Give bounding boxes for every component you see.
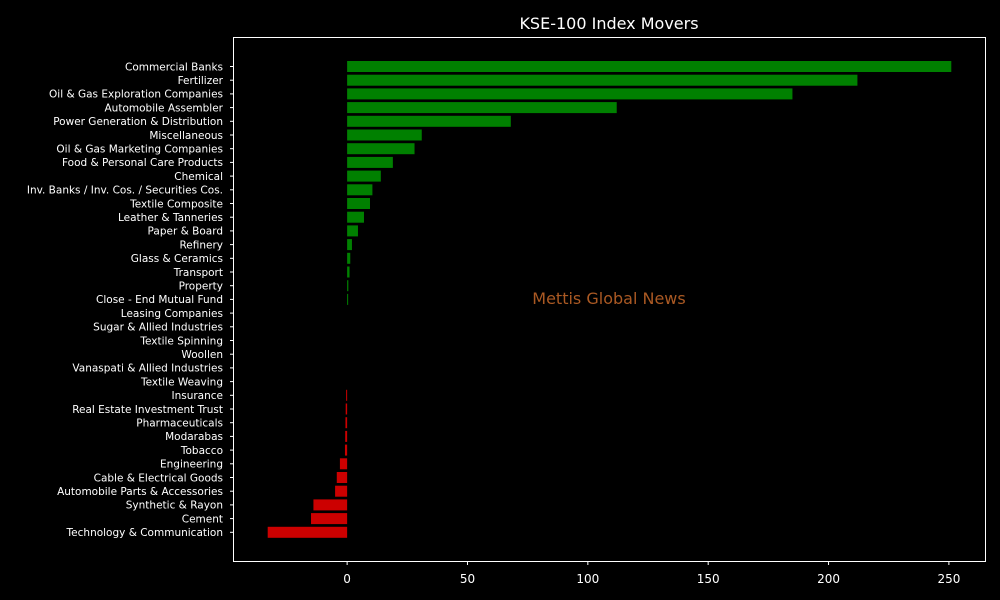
category-label: Fertilizer xyxy=(178,75,224,87)
x-tick-label: 250 xyxy=(937,572,960,586)
category-label: Automobile Assembler xyxy=(105,102,224,114)
x-tick-label: 0 xyxy=(343,572,351,586)
category-label: Refinery xyxy=(179,239,223,251)
bar xyxy=(347,211,364,223)
bar xyxy=(347,293,349,305)
category-label: Vanaspati & Allied Industries xyxy=(72,363,223,375)
category-labels: Commercial Banks Fertilizer Oil & Gas Expl… xyxy=(27,61,234,539)
category-label: Modarabas xyxy=(165,431,223,443)
bar xyxy=(347,252,351,264)
category-label: Cable & Electrical Goods xyxy=(94,472,223,484)
bar xyxy=(335,485,348,497)
watermark: Mettis Global News xyxy=(532,289,685,308)
bar xyxy=(313,499,348,511)
bar xyxy=(339,458,348,470)
category-label: Insurance xyxy=(171,390,223,402)
bar xyxy=(347,225,358,237)
category-label: Synthetic & Rayon xyxy=(126,500,223,512)
category-label: Food & Personal Care Products xyxy=(62,157,223,169)
category-label: Transport xyxy=(173,267,223,279)
category-label: Power Generation & Distribution xyxy=(53,116,223,128)
bar xyxy=(347,115,511,127)
bar xyxy=(347,74,858,86)
bar xyxy=(347,61,952,72)
bar xyxy=(347,184,373,196)
bar xyxy=(347,143,415,155)
x-tick-label: 200 xyxy=(817,572,840,586)
category-label: Textile Composite xyxy=(129,198,223,210)
category-label: Tobacco xyxy=(180,445,223,457)
category-label: Cement xyxy=(182,513,223,525)
category-label: Woollen xyxy=(181,349,223,361)
bar xyxy=(344,444,348,456)
bar xyxy=(347,156,393,168)
category-label: Technology & Communication xyxy=(66,527,223,539)
category-label: Miscellaneous xyxy=(149,130,223,142)
bar xyxy=(345,417,348,429)
x-tick-label: 100 xyxy=(576,572,599,586)
category-label: Commercial Banks xyxy=(125,61,223,73)
category-label: Automobile Parts & Accessories xyxy=(57,486,223,498)
bar xyxy=(267,526,348,538)
category-label: Property xyxy=(179,281,223,293)
category-label: Paper & Board xyxy=(148,226,223,238)
category-label: Oil & Gas Marketing Companies xyxy=(56,144,223,156)
bar xyxy=(336,472,348,483)
bar xyxy=(347,266,350,278)
bars-group xyxy=(267,61,952,538)
bar xyxy=(347,239,352,251)
category-label: Glass & Ceramics xyxy=(131,253,223,265)
category-label: Pharmaceuticals xyxy=(136,418,223,430)
category-label: Leasing Companies xyxy=(121,308,223,320)
x-tick-label: 50 xyxy=(460,572,475,586)
category-label: Chemical xyxy=(174,171,223,183)
category-label: Leather & Tanneries xyxy=(118,212,223,224)
category-label: Textile Weaving xyxy=(140,376,223,388)
bar xyxy=(311,513,348,525)
x-axis-ticks: 0 50 100 150 200 250 xyxy=(343,561,960,586)
bar xyxy=(347,102,617,114)
bar xyxy=(345,403,348,415)
bar xyxy=(347,280,349,292)
chart-title: KSE-100 Index Movers xyxy=(519,14,698,33)
x-tick-label: 150 xyxy=(697,572,720,586)
category-label: Textile Spinning xyxy=(139,335,223,347)
bar xyxy=(347,198,370,209)
bar xyxy=(347,170,381,182)
bar xyxy=(347,129,422,141)
category-label: Close - End Mutual Fund xyxy=(96,294,223,306)
bar xyxy=(346,389,348,401)
category-label: Real Estate Investment Trust xyxy=(72,404,223,416)
category-label: Inv. Banks / Inv. Cos. / Securities Cos. xyxy=(27,185,223,197)
category-label: Sugar & Allied Industries xyxy=(93,322,223,334)
bar xyxy=(345,430,348,442)
bar xyxy=(347,88,793,100)
category-label: Engineering xyxy=(160,459,223,471)
category-label: Oil & Gas Exploration Companies xyxy=(49,89,223,101)
